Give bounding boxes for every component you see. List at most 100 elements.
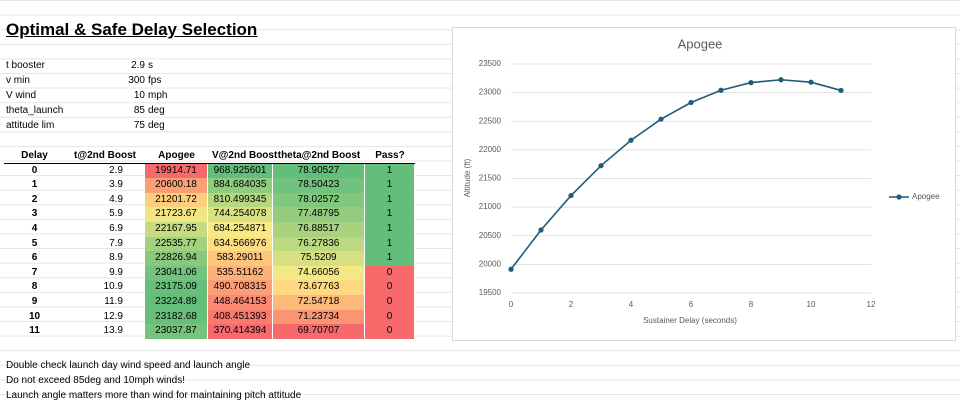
table-cell: 23041.06 xyxy=(145,265,208,281)
table-cell: 684.254871 xyxy=(208,222,273,237)
table-cell: 22167.95 xyxy=(145,222,208,237)
x-tick-label: 4 xyxy=(629,300,634,309)
table-cell: 2 xyxy=(31,193,38,205)
table-cell: 8.9 xyxy=(109,252,123,264)
table-cell: 3 xyxy=(31,208,38,220)
column-header: theta@2nd Boost xyxy=(273,149,365,164)
param-unit: s xyxy=(148,60,153,71)
table-cell: 9 xyxy=(31,296,38,307)
data-point xyxy=(718,87,724,93)
note: Do not exceed 85deg and 10mph winds! xyxy=(6,375,186,386)
table-cell: 1 xyxy=(365,236,415,252)
param-unit: deg xyxy=(148,120,165,131)
table-cell: 0 xyxy=(365,324,415,339)
y-tick-label: 22000 xyxy=(479,145,502,154)
legend-label: Apogee xyxy=(912,192,940,201)
param-unit: deg xyxy=(148,105,165,116)
table-cell: 73.67763 xyxy=(273,280,365,295)
table-cell: 408.451393 xyxy=(208,309,273,325)
table-cell: 1 xyxy=(365,192,415,208)
y-tick-label: 20000 xyxy=(479,259,502,268)
table-cell: 5 xyxy=(31,237,38,249)
column-header: t@2nd Boost xyxy=(65,149,145,164)
param-label: V wind xyxy=(6,90,37,101)
table-cell: 22826.94 xyxy=(145,251,208,266)
table-cell: 370.414394 xyxy=(208,324,273,339)
table-cell: 78.02572 xyxy=(273,192,365,208)
y-tick-label: 21500 xyxy=(479,174,502,183)
param-label: t booster xyxy=(6,60,45,71)
y-axis-label: Altitude (ft) xyxy=(463,158,472,197)
table-cell: 77.48795 xyxy=(273,207,365,222)
table-cell: 448.464153 xyxy=(208,295,273,310)
chart: Apogee Sustainer Delay (seconds) Altitud… xyxy=(452,27,956,341)
table-cell: 1 xyxy=(365,251,415,266)
table-cell: 810.499345 xyxy=(208,192,273,208)
table-cell: 23175.09 xyxy=(145,280,208,295)
table-cell: 1 xyxy=(365,207,415,222)
table-cell: 3.9 xyxy=(109,179,123,191)
table-cell: 968.925601 xyxy=(208,163,273,179)
data-point xyxy=(538,227,544,233)
table-cell: 7 xyxy=(31,266,38,278)
table-cell: 4 xyxy=(31,223,38,234)
table-cell: 10.9 xyxy=(103,281,123,293)
y-tick-label: 22500 xyxy=(479,116,502,125)
note: Double check launch day wind speed and l… xyxy=(6,360,251,371)
param-label: v min xyxy=(6,75,30,86)
data-point xyxy=(688,99,694,106)
param-value: 10 xyxy=(133,90,145,101)
table-cell: 21201.72 xyxy=(145,192,208,208)
table-cell: 13.9 xyxy=(103,325,123,337)
table-cell: 23037.87 xyxy=(145,324,208,339)
table-cell: 69.70707 xyxy=(273,324,365,339)
table-cell: 0 xyxy=(365,295,415,310)
table-cell: 7.9 xyxy=(109,237,123,249)
table-cell: 0 xyxy=(31,164,38,176)
table-cell: 21723.67 xyxy=(145,207,208,222)
table-cell: 0 xyxy=(365,309,415,325)
param-value: 85 xyxy=(133,105,145,116)
note: Launch angle matters more than wind for … xyxy=(6,390,302,401)
column-header: V@2nd Boost xyxy=(208,149,277,164)
x-tick-label: 6 xyxy=(689,300,694,309)
table-cell: 11.9 xyxy=(104,296,123,307)
table-cell: 2.9 xyxy=(109,164,123,176)
table-cell: 74.66056 xyxy=(273,265,365,281)
data-point xyxy=(568,192,574,199)
table-cell: 12.9 xyxy=(103,310,123,322)
table-cell: 75.5209 xyxy=(273,251,365,266)
data-point xyxy=(628,137,634,143)
param-label: attitude lim xyxy=(6,120,55,131)
x-tick-label: 10 xyxy=(807,300,816,309)
table-cell: 0 xyxy=(365,280,415,295)
y-tick-label: 23000 xyxy=(479,88,502,97)
x-tick-label: 0 xyxy=(509,300,514,309)
data-point xyxy=(658,116,664,122)
column-header: Pass? xyxy=(365,149,415,164)
table-cell: 634.566976 xyxy=(208,236,273,252)
y-tick-label: 20500 xyxy=(479,231,502,240)
table-cell: 76.27836 xyxy=(273,236,365,252)
table-cell: 78.90527 xyxy=(273,163,365,179)
data-point xyxy=(508,266,514,272)
chart-title: Apogee xyxy=(678,36,723,51)
table-cell: 19914.71 xyxy=(145,163,208,179)
x-tick-label: 8 xyxy=(749,300,754,309)
table-cell: 22535.77 xyxy=(145,236,208,252)
param-unit: mph xyxy=(148,90,168,101)
data-point xyxy=(598,163,604,169)
table-cell: 9.9 xyxy=(109,266,123,278)
param-unit: fps xyxy=(148,75,162,86)
series-line xyxy=(510,78,842,270)
sheet-title: Optimal & Safe Delay Selection xyxy=(6,20,258,39)
table-cell: 0 xyxy=(365,265,415,281)
table-cell: 76.88517 xyxy=(273,222,365,237)
y-tick-label: 21000 xyxy=(479,202,502,211)
data-point xyxy=(808,79,814,85)
data-point xyxy=(838,87,844,94)
data-point xyxy=(748,80,754,86)
x-tick-label: 2 xyxy=(569,300,574,309)
table-cell: 1 xyxy=(365,178,415,193)
